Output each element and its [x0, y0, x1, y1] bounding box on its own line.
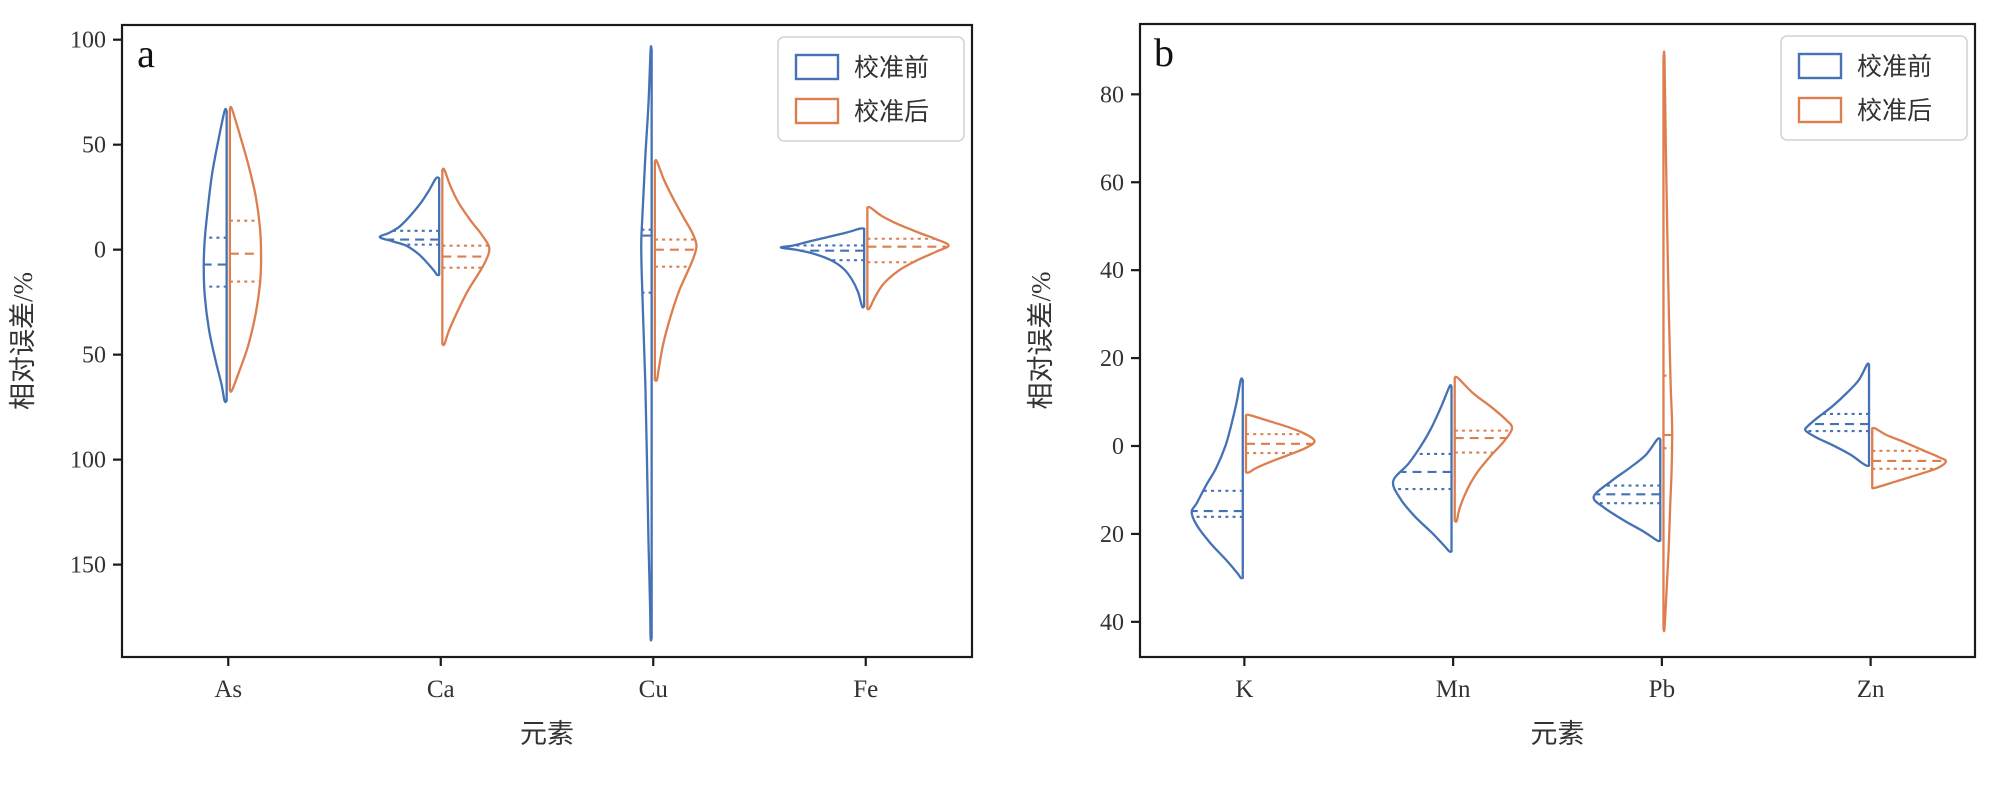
- violin-outline: [866, 205, 950, 311]
- violin-Pb-before: [1592, 437, 1662, 543]
- x-tick-label: Cu: [639, 676, 669, 703]
- violin-outline: [779, 227, 866, 309]
- legend-swatch-after: [794, 97, 840, 125]
- violin-outline: [1190, 377, 1244, 580]
- y-tick-label: 150: [70, 553, 106, 579]
- violin-K-after: [1244, 413, 1316, 474]
- x-tick-label: Fe: [853, 676, 878, 703]
- violin-outline: [202, 107, 228, 404]
- violin-outline: [1244, 413, 1316, 474]
- violin-outline: [1592, 437, 1662, 543]
- y-tick-label: 20: [1100, 522, 1124, 548]
- legend-label-after: 校准后: [854, 98, 929, 126]
- violin-Ca-before: [378, 176, 441, 277]
- y-axis-title: 相对误差/%: [1026, 272, 1056, 410]
- legend-label-before: 校准前: [854, 54, 929, 82]
- y-tick-label: 40: [1100, 258, 1124, 284]
- y-tick-label: 60: [1100, 170, 1124, 196]
- violin-Ca-after: [441, 167, 491, 347]
- y-tick-label: 40: [1100, 610, 1124, 636]
- plot-border: [1138, 22, 1977, 659]
- violin-outline: [1803, 362, 1871, 468]
- violin-outline: [653, 158, 698, 382]
- violin-As-after: [228, 105, 263, 393]
- y-tick-label: 50: [82, 133, 106, 159]
- x-tick-label: K: [1235, 676, 1253, 703]
- y-tick-label: 100: [70, 448, 106, 474]
- legend-label-before: 校准前: [1857, 53, 1932, 81]
- violin-K-before: [1190, 377, 1244, 580]
- violin-Cu-after: [653, 158, 698, 382]
- y-tick-label: 0: [94, 238, 106, 264]
- violin-outline: [640, 45, 653, 642]
- violin-Fe-after: [866, 205, 950, 311]
- violin-outline: [1871, 426, 1948, 490]
- violin-Zn-before: [1803, 362, 1871, 468]
- legend-swatch-after: [1797, 96, 1843, 124]
- violin-As-before: [202, 107, 228, 404]
- y-tick-label: 0: [1112, 434, 1124, 460]
- panel-letter: a: [137, 31, 155, 76]
- violin-Fe-before: [779, 227, 866, 309]
- x-tick-label: Ca: [427, 676, 455, 703]
- y-tick-label: 100: [70, 28, 106, 54]
- x-tick-label: Pb: [1649, 676, 1675, 703]
- y-tick-label: 20: [1100, 346, 1124, 372]
- x-axis-title: 元素: [1531, 719, 1585, 749]
- violin-outline: [1391, 384, 1453, 553]
- legend-swatch-before: [794, 53, 840, 81]
- legend-label-after: 校准后: [1857, 97, 1932, 125]
- violin-Mn-before: [1391, 384, 1453, 553]
- y-tick-label: 50: [82, 343, 106, 369]
- x-tick-label: Mn: [1436, 676, 1471, 703]
- x-tick-label: Zn: [1857, 676, 1885, 703]
- legend-swatch-before: [1797, 52, 1843, 80]
- violin-outline: [1453, 375, 1514, 523]
- y-tick-label: 80: [1100, 82, 1124, 108]
- x-tick-label: As: [214, 676, 242, 703]
- x-axis-title: 元素: [520, 719, 574, 749]
- plot-border: [120, 23, 974, 659]
- y-axis-title: 相对误差/%: [8, 272, 38, 410]
- violin-Zn-after: [1871, 426, 1948, 490]
- violin-outline: [228, 105, 263, 393]
- violin-Mn-after: [1453, 375, 1514, 523]
- violin-Pb-after: [1662, 50, 1674, 633]
- violin-Cu-before: [640, 45, 653, 642]
- violin-outline: [1662, 50, 1674, 633]
- violin-outline: [378, 176, 441, 277]
- violin-outline: [441, 167, 491, 347]
- panel-letter: b: [1154, 30, 1174, 75]
